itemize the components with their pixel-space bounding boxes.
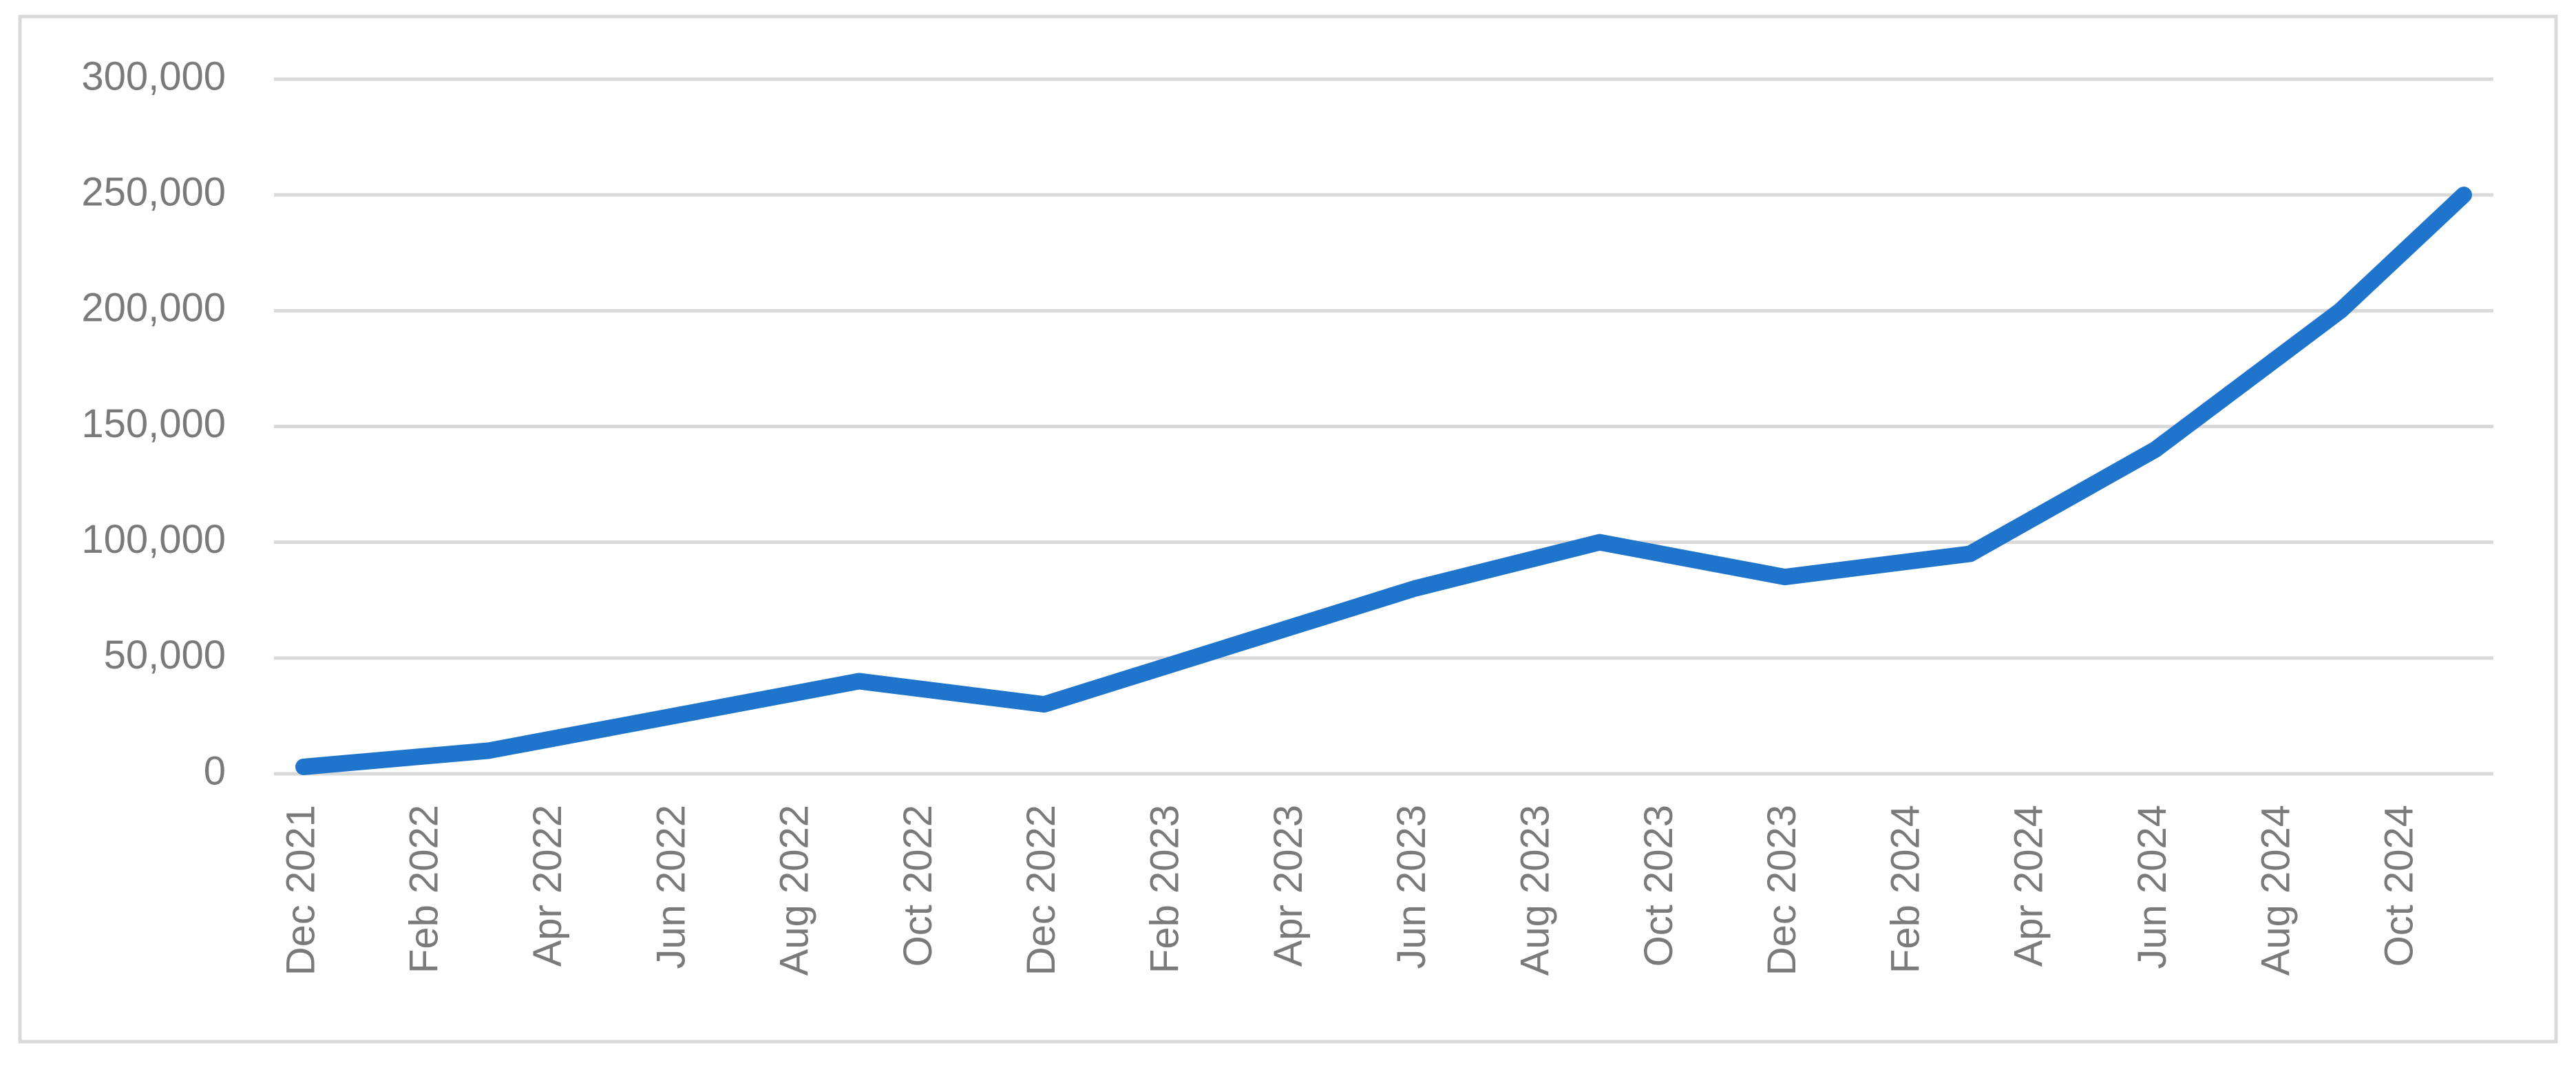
x-tick-label: Dec 2023 — [1760, 805, 1804, 976]
x-tick-label: Aug 2023 — [1512, 805, 1557, 976]
y-tick-label: 100,000 — [81, 517, 226, 562]
y-tick-label: 200,000 — [81, 286, 226, 330]
y-tick-label: 150,000 — [81, 401, 226, 446]
x-tick-label: Apr 2024 — [2007, 805, 2051, 967]
x-tick-label: Feb 2023 — [1143, 805, 1187, 973]
data-line — [295, 187, 2472, 775]
chart-frame — [18, 14, 2558, 1044]
x-tick-label: Apr 2023 — [1266, 805, 1311, 967]
x-tick-label: Dec 2022 — [1019, 805, 1064, 976]
x-tick-label: Jun 2022 — [648, 805, 693, 969]
x-tick-label: Jun 2023 — [1389, 805, 1434, 969]
x-tick-label: Aug 2024 — [2253, 805, 2298, 976]
x-tick-label: Feb 2024 — [1883, 805, 1928, 973]
x-tick-label: Jun 2024 — [2130, 805, 2175, 969]
x-tick-label: Feb 2022 — [402, 805, 447, 973]
x-tick-label: Oct 2023 — [1636, 805, 1681, 967]
x-tick-label: Apr 2022 — [525, 805, 570, 967]
x-tick-label: Oct 2024 — [2377, 805, 2422, 967]
y-tick-label: 50,000 — [104, 633, 226, 677]
x-tick-label: Dec 2021 — [278, 805, 323, 976]
x-tick-label: Oct 2022 — [896, 805, 940, 967]
y-tick-label: 0 — [204, 748, 226, 793]
y-tick-label: 250,000 — [81, 169, 226, 214]
x-tick-label: Aug 2022 — [772, 805, 817, 976]
y-tick-label: 300,000 — [81, 54, 226, 98]
